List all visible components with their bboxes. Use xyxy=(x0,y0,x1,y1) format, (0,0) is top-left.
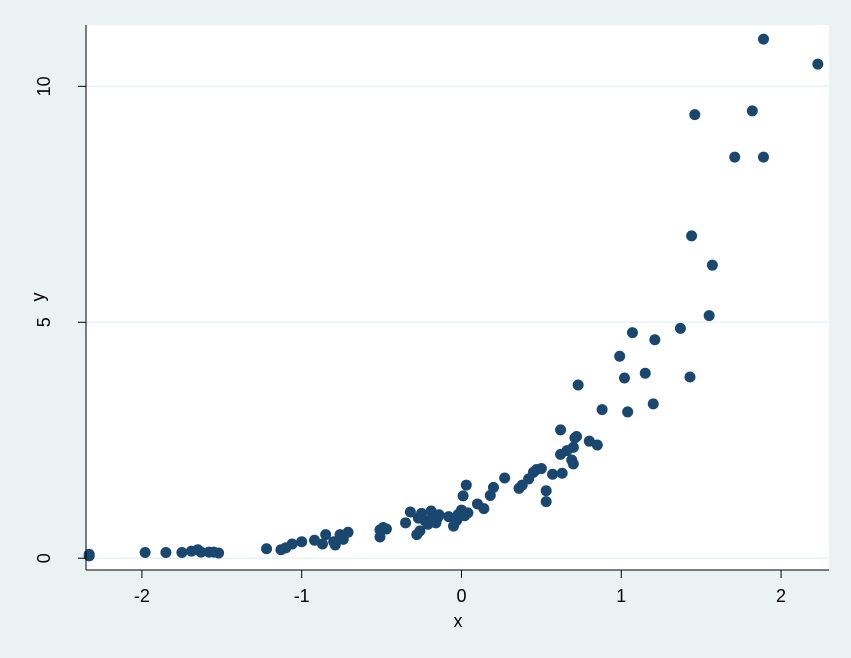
data-point xyxy=(556,467,568,479)
data-point xyxy=(649,334,661,346)
data-point xyxy=(567,458,579,470)
data-point xyxy=(639,367,651,379)
data-point xyxy=(195,546,207,558)
x-axis-label: x xyxy=(454,611,463,631)
data-point xyxy=(618,372,630,384)
y-tick-label: 5 xyxy=(34,317,54,327)
x-tick-label: -1 xyxy=(294,586,310,606)
x-tick-label: -2 xyxy=(134,586,150,606)
data-point xyxy=(674,322,686,334)
data-point xyxy=(342,526,354,538)
data-point xyxy=(567,441,579,453)
y-axis-label: y xyxy=(28,293,48,302)
data-point xyxy=(176,547,188,559)
y-axis-ticks: 0 5 10 xyxy=(34,76,86,563)
data-point xyxy=(555,424,567,436)
data-point xyxy=(547,468,559,480)
data-point xyxy=(400,517,412,529)
x-axis-ticks: -2 -1 0 1 2 xyxy=(134,570,786,606)
data-point xyxy=(329,539,341,551)
data-point xyxy=(757,33,769,45)
data-point xyxy=(626,327,638,339)
axes xyxy=(85,25,829,571)
data-point xyxy=(540,485,552,497)
data-point xyxy=(540,496,552,508)
data-point xyxy=(457,490,469,502)
data-point xyxy=(296,536,308,548)
data-point xyxy=(686,230,698,242)
data-point xyxy=(812,58,824,70)
y-tick-label: 0 xyxy=(34,553,54,563)
data-point xyxy=(380,523,392,535)
data-point xyxy=(706,259,718,271)
data-point xyxy=(160,547,172,559)
data-point xyxy=(478,503,490,515)
x-tick-label: 0 xyxy=(456,586,466,606)
data-point xyxy=(596,404,608,416)
data-point xyxy=(757,151,769,163)
data-point xyxy=(703,310,715,322)
plot-area xyxy=(86,25,829,570)
data-point xyxy=(433,509,445,521)
gridlines xyxy=(86,85,829,559)
data-point xyxy=(286,538,298,550)
data-point xyxy=(139,547,151,559)
data-point xyxy=(647,398,659,410)
y-tick-label: 10 xyxy=(34,76,54,96)
data-point xyxy=(591,439,603,451)
x-tick-label: 1 xyxy=(616,586,626,606)
data-point xyxy=(261,543,273,555)
data-points xyxy=(83,33,824,562)
data-point xyxy=(689,109,701,121)
data-point xyxy=(622,406,634,418)
data-point xyxy=(499,472,511,484)
data-point xyxy=(746,105,758,117)
data-point xyxy=(316,538,328,550)
data-point xyxy=(460,479,472,491)
data-point xyxy=(462,507,474,519)
data-point xyxy=(213,547,225,559)
data-point xyxy=(684,371,696,383)
data-point xyxy=(487,481,499,493)
data-point xyxy=(320,529,332,541)
data-point xyxy=(404,506,416,518)
x-tick-label: 2 xyxy=(776,586,786,606)
data-point xyxy=(414,525,426,537)
data-point xyxy=(572,379,584,391)
data-point xyxy=(535,463,547,475)
data-point xyxy=(571,430,583,442)
data-point xyxy=(614,350,626,362)
data-point xyxy=(729,151,741,163)
